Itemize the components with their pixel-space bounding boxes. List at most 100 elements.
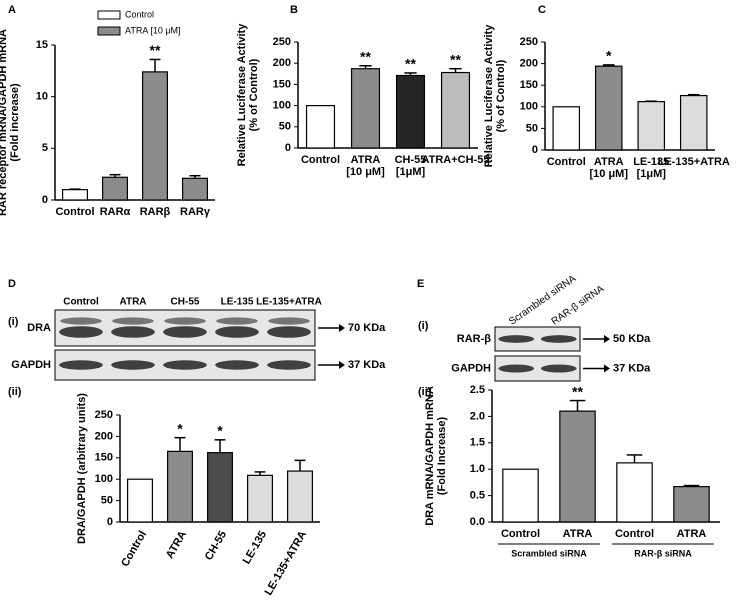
bar <box>594 65 623 151</box>
y-tick-label: 150 <box>95 452 113 464</box>
bar <box>247 474 274 523</box>
x-tick-label: ATRA <box>164 529 189 561</box>
y-tick-label: 250 <box>520 36 538 48</box>
blot-band <box>163 360 207 370</box>
x-tick-label: LE-135+ATRA <box>263 529 310 598</box>
y-tick-label: 10 <box>36 91 48 103</box>
panel-label: D <box>8 278 16 290</box>
x-tick-label: [1μM] <box>396 166 426 178</box>
significance: * <box>217 423 223 439</box>
y-axis-label: DRA mRNA/GAPDH mRNA <box>424 386 436 526</box>
group-label: Scrambled siRNA <box>511 548 587 558</box>
blot-band <box>59 360 103 370</box>
bar <box>287 470 314 523</box>
y-tick-label: 100 <box>520 101 538 113</box>
lane-label: LE-135+ATRA <box>256 297 322 308</box>
size-label: 70 KDa <box>348 322 386 334</box>
bar <box>305 104 336 149</box>
row-label: DRA <box>27 322 51 334</box>
x-tick-label: ATRA+CH-55 <box>422 154 490 166</box>
significance: * <box>177 420 183 436</box>
panel-label: (ii) <box>418 386 432 398</box>
x-tick-label: RARγ <box>180 206 211 218</box>
arrow-head <box>604 335 610 343</box>
y-axis-label: (Fold Increase) <box>436 417 448 496</box>
x-tick-label: LE-135+ATRA <box>658 156 730 168</box>
x-tick-label: ATRA <box>563 528 593 540</box>
y-tick-label: 0 <box>532 144 538 156</box>
blot-band <box>112 317 154 325</box>
arrow-head <box>339 324 345 332</box>
y-tick-label: 150 <box>520 79 538 91</box>
x-tick-label: RARα <box>100 206 131 218</box>
blot-band <box>164 317 206 325</box>
panel-label: E <box>417 278 424 290</box>
x-tick-label: ATRA <box>594 156 624 168</box>
y-tick-label: 100 <box>273 100 291 112</box>
y-axis-label: RAR receptor mRNA/GAPDH mRNA <box>0 29 9 216</box>
blot-band <box>540 335 577 343</box>
lane-label: Scrambled siRNA <box>507 273 578 327</box>
y-tick-label: 200 <box>95 430 113 442</box>
bar <box>126 478 153 523</box>
size-label: 37 KDa <box>613 362 651 374</box>
bar <box>679 94 708 151</box>
blot-band <box>268 317 310 325</box>
y-axis-label: (% of Control) <box>495 59 507 132</box>
size-label: 37 KDa <box>348 359 386 371</box>
panel-label: (ii) <box>8 386 22 398</box>
legend-swatch <box>97 26 121 36</box>
y-axis-label: Relative Luciferase Activity <box>483 24 495 168</box>
x-tick-label: LE-135 <box>241 529 269 566</box>
y-tick-label: 200 <box>273 57 291 69</box>
y-tick-label: 0.5 <box>470 490 485 502</box>
significance: ** <box>450 51 461 67</box>
x-tick-label: RARβ <box>140 206 171 218</box>
blot-band <box>163 326 207 338</box>
x-tick-label: ATRA <box>677 528 707 540</box>
legend-label: ATRA [10 μM] <box>125 25 181 35</box>
significance: ** <box>405 56 416 72</box>
bar <box>637 101 666 151</box>
bar <box>182 177 209 201</box>
row-label: GAPDH <box>11 359 51 371</box>
blot-band <box>216 317 258 325</box>
panel-label: A <box>8 4 16 16</box>
x-tick-label: ATRA <box>351 154 381 166</box>
blot-band <box>540 364 577 373</box>
arrow-head <box>604 364 610 373</box>
lane-label: CH-55 <box>171 297 200 308</box>
x-tick-label: LE-135 <box>633 156 669 168</box>
bar <box>61 189 88 201</box>
group-label: RAR-β siRNA <box>634 548 692 558</box>
x-tick-label: [1μM] <box>637 168 667 180</box>
x-tick-label: Control <box>119 529 149 569</box>
x-tick-label: Control <box>615 528 654 540</box>
bar <box>142 71 169 201</box>
legend-swatch <box>97 10 121 20</box>
x-tick-label: CH-55 <box>395 154 427 166</box>
x-tick-label: Control <box>547 156 586 168</box>
y-axis-label: (Fold increase) <box>9 83 21 162</box>
legend-label: Control <box>125 9 154 19</box>
panel-label: C <box>538 4 546 16</box>
significance: ** <box>572 383 583 399</box>
blot-band <box>498 335 535 343</box>
x-tick-label: Control <box>501 528 540 540</box>
bar <box>207 452 234 523</box>
blot-band <box>111 360 155 370</box>
blot-label: (i) <box>418 320 429 332</box>
panel-label: B <box>290 4 298 16</box>
bar <box>552 106 581 151</box>
y-tick-label: 0 <box>42 194 48 206</box>
x-tick-label: Control <box>55 206 94 218</box>
y-tick-label: 50 <box>526 122 538 134</box>
x-tick-label: [10 μM] <box>589 168 628 180</box>
bar <box>167 450 194 523</box>
significance: ** <box>360 48 371 64</box>
blot-band <box>267 326 311 338</box>
y-tick-label: 200 <box>520 58 538 70</box>
size-label: 50 KDa <box>613 333 651 345</box>
y-tick-label: 0 <box>107 516 113 528</box>
